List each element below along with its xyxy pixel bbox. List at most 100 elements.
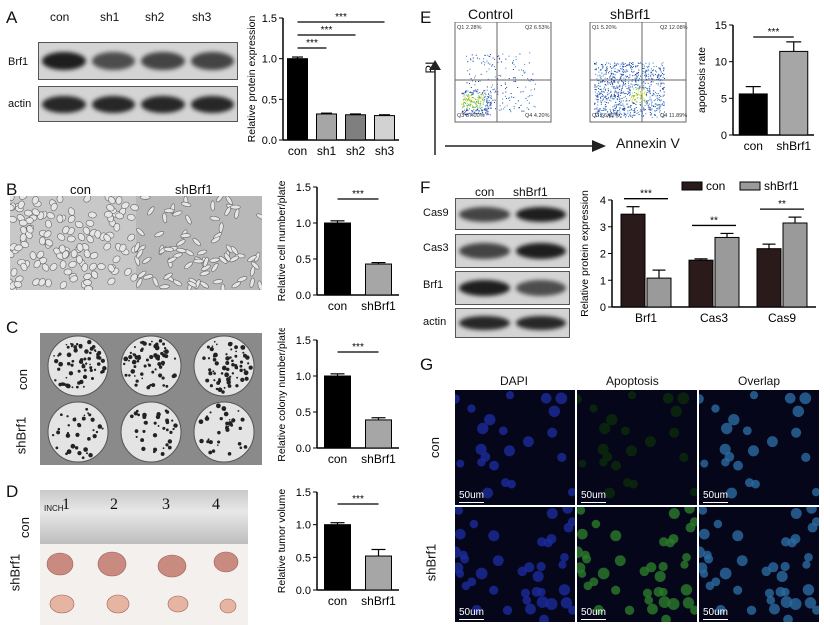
event-dot (643, 86, 645, 88)
event-dot (487, 102, 489, 104)
event-dot (598, 82, 600, 84)
event-dot (467, 95, 469, 97)
nucleus (659, 537, 669, 547)
event-dot (612, 67, 614, 69)
event-dot (607, 81, 609, 83)
event-dot (656, 92, 658, 94)
colony (65, 343, 68, 346)
event-dot (483, 100, 485, 102)
event-dot (610, 113, 612, 115)
colony (162, 447, 165, 450)
event-dot (610, 81, 612, 83)
event-dot (505, 67, 507, 69)
event-dot (600, 93, 602, 95)
event-dot (475, 110, 477, 112)
event-dot (639, 88, 641, 90)
event-dot (606, 62, 608, 64)
event-dot (476, 106, 478, 108)
nucleus (539, 614, 549, 622)
event-dot (487, 96, 489, 98)
y-tick-label: 0.5 (262, 94, 277, 106)
event-dot (632, 78, 634, 80)
event-dot (615, 104, 617, 106)
event-dot (597, 85, 599, 87)
cell (124, 268, 132, 276)
event-dot (631, 95, 633, 97)
event-dot (598, 67, 600, 69)
culture-well (193, 401, 255, 463)
event-dot (594, 102, 596, 104)
event-dot (660, 83, 662, 85)
event-dot (494, 58, 496, 60)
nucleus (689, 487, 697, 497)
flow-cytometry-plot-shbrf1: Q1 5.20% Q2 12.08%Q3 66.82% Q4 11.89% (589, 22, 688, 123)
colony (171, 374, 176, 379)
event-dot (644, 77, 646, 79)
event-dot (596, 107, 598, 109)
event-dot (600, 96, 602, 98)
event-dot (471, 93, 473, 95)
event-dot (468, 98, 470, 100)
event-dot (637, 80, 639, 82)
nucleus (719, 443, 731, 455)
event-dot (461, 107, 463, 109)
event-dot (514, 66, 516, 68)
nucleus (711, 404, 720, 413)
event-dot (596, 93, 598, 95)
event-dot (606, 78, 608, 80)
event-dot (612, 97, 614, 99)
event-dot (643, 107, 645, 109)
event-dot (614, 65, 616, 67)
plot-frame (454, 22, 552, 123)
event-dot (628, 85, 630, 87)
cell (257, 280, 262, 290)
event-dot (479, 80, 481, 82)
event-dot (596, 78, 598, 80)
lane-label: con (475, 185, 495, 199)
event-dot (470, 59, 472, 61)
event-dot (509, 99, 511, 101)
event-dot (636, 77, 638, 79)
event-dot (601, 116, 603, 118)
colony (65, 433, 71, 438)
event-dot (481, 109, 483, 111)
cell (49, 263, 58, 271)
panel-label-b: B (6, 180, 18, 199)
event-dot (497, 87, 499, 89)
event-dot (607, 113, 609, 115)
event-dot (515, 80, 517, 82)
cell (36, 250, 45, 259)
cell (230, 204, 241, 210)
legend-swatch (739, 181, 761, 191)
nucleus (522, 436, 534, 448)
event-dot (598, 71, 600, 73)
event-dot (620, 92, 622, 94)
cell (77, 233, 86, 242)
nucleus (558, 560, 567, 569)
event-dot (634, 108, 636, 110)
event-dot (662, 62, 664, 64)
event-dot (487, 54, 489, 56)
blot-band (459, 206, 510, 222)
event-dot (602, 100, 604, 102)
event-dot (629, 62, 631, 64)
event-dot (631, 69, 633, 71)
event-dot (470, 103, 472, 105)
colony (133, 346, 136, 349)
nucleus (704, 554, 714, 564)
cell (15, 275, 24, 283)
nucleus (455, 528, 466, 540)
event-dot (502, 102, 504, 104)
event-dot (610, 116, 612, 118)
event-dot (643, 84, 645, 86)
event-dot (502, 92, 504, 94)
cell (163, 208, 175, 214)
event-dot (607, 114, 609, 116)
event-dot (602, 109, 604, 111)
colony (145, 358, 149, 362)
nucleus (614, 555, 626, 567)
event-dot (482, 58, 484, 60)
cell (237, 276, 248, 283)
cell (45, 239, 54, 247)
event-dot (525, 97, 527, 99)
